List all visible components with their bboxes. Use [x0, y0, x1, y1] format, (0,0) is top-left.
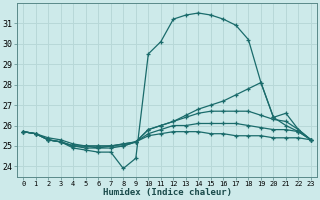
X-axis label: Humidex (Indice chaleur): Humidex (Indice chaleur)	[103, 188, 232, 197]
